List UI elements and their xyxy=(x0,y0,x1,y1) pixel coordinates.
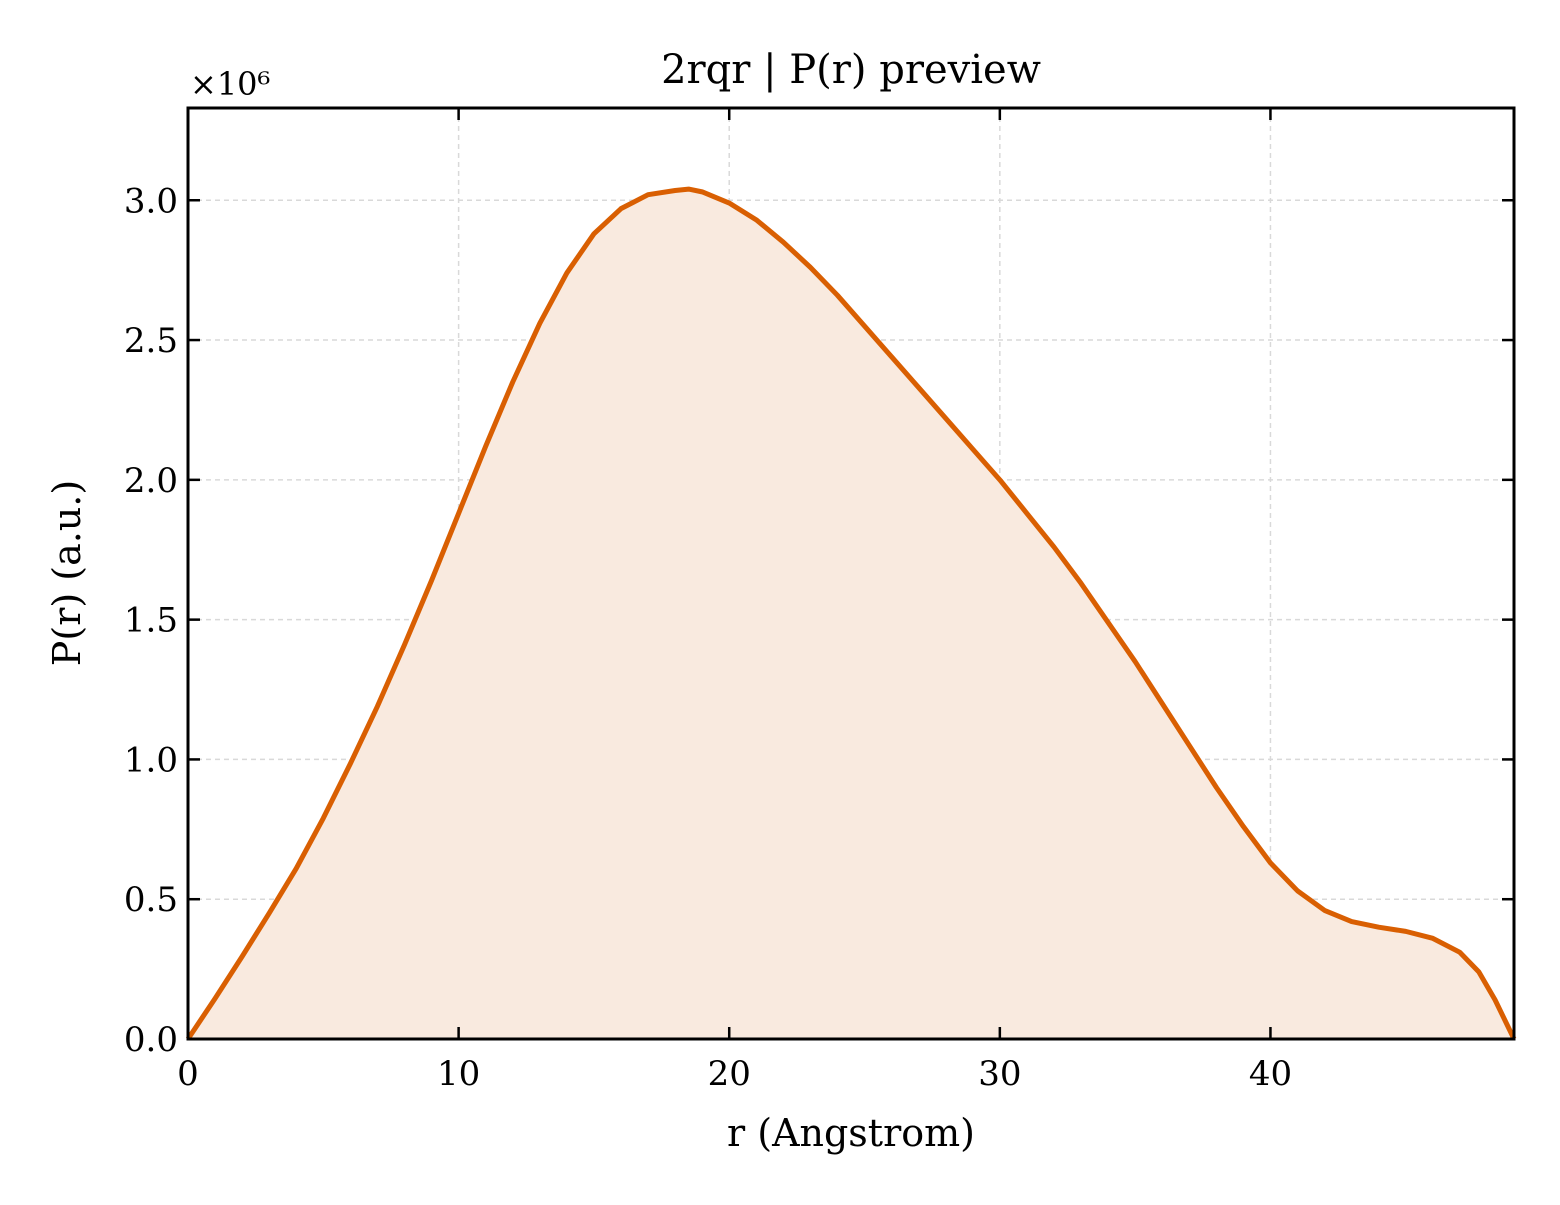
y-tick-label: 0.0 xyxy=(124,1020,178,1060)
x-axis-label: r (Angstrom) xyxy=(727,1111,975,1155)
y-tick-label: 1.0 xyxy=(124,740,178,780)
chart-title: 2rqr | P(r) preview xyxy=(661,47,1041,93)
plot-frame xyxy=(186,106,1516,1041)
y-tick-label: 1.5 xyxy=(124,601,178,641)
y-tick-label: 0.5 xyxy=(124,880,178,920)
x-tick-label: 0 xyxy=(177,1054,199,1094)
x-tick-label: 10 xyxy=(437,1054,480,1094)
x-tick-label: 40 xyxy=(1249,1054,1292,1094)
y-axis-offset-label: ×10⁶ xyxy=(190,65,270,103)
area-fill xyxy=(188,189,1514,1039)
y-tick-label: 2.0 xyxy=(124,461,178,501)
y-tick-label: 3.0 xyxy=(124,181,178,221)
x-tick-label: 30 xyxy=(978,1054,1021,1094)
series-line xyxy=(185,186,1517,1041)
y-axis-label: P(r) (a.u.) xyxy=(45,480,89,666)
x-tick-label: 20 xyxy=(708,1054,751,1094)
y-tick-label: 2.5 xyxy=(124,321,178,361)
ticks: 0 10 20 30 40 0.0 0.5 1.0 1.5 2.0 2.5 3.0 xyxy=(124,108,1514,1094)
